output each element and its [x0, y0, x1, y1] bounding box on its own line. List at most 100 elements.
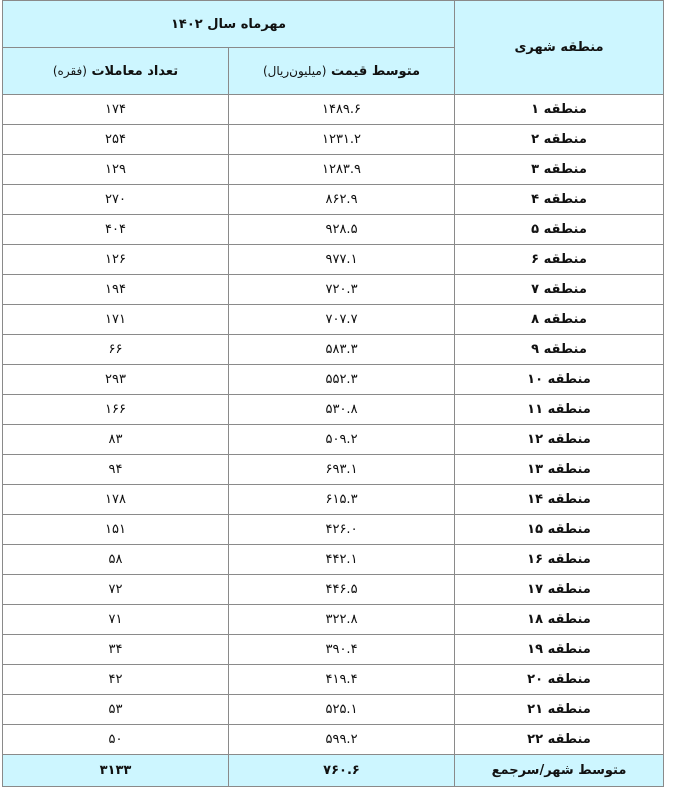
table-row: منطقه ۴ ۸۶۲.۹ ۲۷۰ [1, 184, 665, 215]
region-cell: منطقه ۱۴ [454, 484, 665, 515]
price-cell: ۴۴۶.۵ [228, 574, 456, 605]
price-label: متوسط قیمت [331, 63, 421, 79]
region-cell: منطقه ۸ [454, 304, 665, 335]
region-cell: منطقه ۱۳ [454, 454, 665, 485]
price-cell: ۵۰۹.۲ [228, 424, 456, 455]
count-cell: ۱۹۴ [1, 274, 230, 305]
price-cell: ۵۸۳.۳ [228, 334, 456, 365]
region-cell: منطقه ۳ [454, 154, 665, 185]
region-cell: منطقه ۱ [454, 94, 665, 125]
count-cell: ۱۲۶ [1, 244, 230, 275]
table-row: منطقه ۱۴ ۶۱۵.۳ ۱۷۸ [1, 484, 665, 515]
region-cell: منطقه ۱۷ [454, 574, 665, 605]
price-cell: ۳۲۲.۸ [228, 604, 456, 635]
price-cell: ۱۲۸۳.۹ [228, 154, 456, 185]
count-cell: ۳۴ [1, 634, 230, 665]
count-unit: (فقره) [52, 63, 87, 78]
price-cell: ۴۴۲.۱ [228, 544, 456, 575]
table-row: منطقه ۲۰ ۴۱۹.۴ ۴۲ [1, 664, 665, 695]
region-cell: منطقه ۹ [454, 334, 665, 365]
total-region: متوسط شهر/سرجمع [454, 754, 665, 787]
count-cell: ۲۹۳ [1, 364, 230, 395]
count-cell: ۵۳ [1, 694, 230, 725]
region-cell: منطقه ۱۹ [454, 634, 665, 665]
table-row: منطقه ۶ ۹۷۷.۱ ۱۲۶ [1, 244, 665, 275]
table-row: منطقه ۲ ۱۲۳۱.۲ ۲۵۴ [1, 124, 665, 155]
price-column-header: متوسط قیمت (میلیون‌ریال) [228, 47, 456, 95]
table-row: منطقه ۱۵ ۴۲۶.۰ ۱۵۱ [1, 514, 665, 545]
price-cell: ۱۲۳۱.۲ [228, 124, 456, 155]
period-header: مهرماه سال ۱۴۰۲ [1, 0, 456, 48]
housing-price-table: منطقه شهری مهرماه سال ۱۴۰۲ متوسط قیمت (م… [1, 0, 665, 787]
region-cell: منطقه ۵ [454, 214, 665, 245]
price-cell: ۱۴۸۹.۶ [228, 94, 456, 125]
region-cell: منطقه ۱۱ [454, 394, 665, 425]
region-column-header: منطقه شهری [454, 0, 665, 95]
price-unit: (میلیون‌ریال) [262, 63, 327, 78]
table-row: منطقه ۱۲ ۵۰۹.۲ ۸۳ [1, 424, 665, 455]
count-cell: ۴۰۴ [1, 214, 230, 245]
count-cell: ۴۲ [1, 664, 230, 695]
count-cell: ۷۲ [1, 574, 230, 605]
region-cell: منطقه ۲ [454, 124, 665, 155]
region-cell: منطقه ۶ [454, 244, 665, 275]
table-row: منطقه ۱۸ ۳۲۲.۸ ۷۱ [1, 604, 665, 635]
price-cell: ۶۱۵.۳ [228, 484, 456, 515]
price-cell: ۹۷۷.۱ [228, 244, 456, 275]
count-cell: ۵۰ [1, 724, 230, 755]
count-cell: ۸۳ [1, 424, 230, 455]
total-price: ۷۶۰.۶ [228, 754, 456, 787]
total-count: ۳۱۳۳ [1, 754, 230, 787]
table-row: منطقه ۲۲ ۵۹۹.۲ ۵۰ [1, 724, 665, 755]
price-cell: ۵۳۰.۸ [228, 394, 456, 425]
count-cell: ۹۴ [1, 454, 230, 485]
count-cell: ۱۶۶ [1, 394, 230, 425]
table-row: منطقه ۱ ۱۴۸۹.۶ ۱۷۴ [1, 94, 665, 125]
count-cell: ۱۷۸ [1, 484, 230, 515]
table-row: منطقه ۱۰ ۵۵۲.۳ ۲۹۳ [1, 364, 665, 395]
region-cell: منطقه ۲۰ [454, 664, 665, 695]
table-row: منطقه ۲۱ ۵۲۵.۱ ۵۳ [1, 694, 665, 725]
count-cell: ۶۶ [1, 334, 230, 365]
region-cell: منطقه ۷ [454, 274, 665, 305]
region-cell: منطقه ۱۲ [454, 424, 665, 455]
table-row: منطقه ۷ ۷۲۰.۳ ۱۹۴ [1, 274, 665, 305]
table-row: منطقه ۱۳ ۶۹۳.۱ ۹۴ [1, 454, 665, 485]
count-cell: ۷۱ [1, 604, 230, 635]
price-cell: ۴۲۶.۰ [228, 514, 456, 545]
count-cell: ۵۸ [1, 544, 230, 575]
price-cell: ۷۲۰.۳ [228, 274, 456, 305]
table-row: منطقه ۱۹ ۳۹۰.۴ ۳۴ [1, 634, 665, 665]
count-cell: ۱۵۱ [1, 514, 230, 545]
price-cell: ۵۹۹.۲ [228, 724, 456, 755]
price-cell: ۵۵۲.۳ [228, 364, 456, 395]
region-cell: منطقه ۱۵ [454, 514, 665, 545]
count-cell: ۲۷۰ [1, 184, 230, 215]
count-cell: ۱۲۹ [1, 154, 230, 185]
region-cell: منطقه ۲۲ [454, 724, 665, 755]
price-cell: ۵۲۵.۱ [228, 694, 456, 725]
region-cell: منطقه ۱۶ [454, 544, 665, 575]
table-row: منطقه ۹ ۵۸۳.۳ ۶۶ [1, 334, 665, 365]
price-cell: ۷۰۷.۷ [228, 304, 456, 335]
price-cell: ۶۹۳.۱ [228, 454, 456, 485]
region-cell: منطقه ۱۸ [454, 604, 665, 635]
table-row: منطقه ۳ ۱۲۸۳.۹ ۱۲۹ [1, 154, 665, 185]
table-row: منطقه ۵ ۹۲۸.۵ ۴۰۴ [1, 214, 665, 245]
price-cell: ۳۹۰.۴ [228, 634, 456, 665]
count-cell: ۲۵۴ [1, 124, 230, 155]
region-cell: منطقه ۴ [454, 184, 665, 215]
price-cell: ۸۶۲.۹ [228, 184, 456, 215]
table-row: منطقه ۱۱ ۵۳۰.۸ ۱۶۶ [1, 394, 665, 425]
region-cell: منطقه ۱۰ [454, 364, 665, 395]
price-cell: ۹۲۸.۵ [228, 214, 456, 245]
count-label: تعداد معاملات [91, 63, 179, 79]
total-row: متوسط شهر/سرجمع ۷۶۰.۶ ۳۱۳۳ [1, 754, 665, 787]
table-row: منطقه ۱۷ ۴۴۶.۵ ۷۲ [1, 574, 665, 605]
price-cell: ۴۱۹.۴ [228, 664, 456, 695]
count-cell: ۱۷۱ [1, 304, 230, 335]
table-row: منطقه ۱۶ ۴۴۲.۱ ۵۸ [1, 544, 665, 575]
region-cell: منطقه ۲۱ [454, 694, 665, 725]
count-column-header: تعداد معاملات (فقره) [1, 47, 230, 95]
count-cell: ۱۷۴ [1, 94, 230, 125]
